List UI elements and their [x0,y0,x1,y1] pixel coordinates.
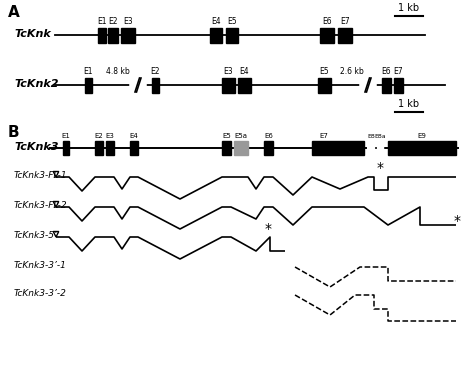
Text: 2.6 kb: 2.6 kb [340,67,364,76]
Text: 1 kb: 1 kb [399,99,419,109]
Text: TcKnk3-3’-1: TcKnk3-3’-1 [14,262,67,271]
Bar [130,141,138,155]
Text: E2: E2 [95,133,103,139]
Text: E6: E6 [322,16,332,25]
Text: *: * [454,214,461,228]
Text: E3: E3 [106,133,114,139]
Text: E4: E4 [211,16,221,25]
Text: E5: E5 [222,133,231,139]
Text: E5a: E5a [235,133,247,139]
Bar [210,28,222,43]
Bar [388,141,456,155]
Text: E8a: E8a [374,134,386,139]
Text: E7: E7 [340,16,350,25]
Text: TcKnk: TcKnk [14,29,51,39]
Text: E4: E4 [129,133,138,139]
Text: TcKnk3-FL-1: TcKnk3-FL-1 [14,172,68,181]
Bar [222,78,235,92]
Text: *: * [376,161,383,175]
Bar [368,141,374,155]
Text: E7: E7 [319,133,328,139]
Bar [238,78,251,92]
Text: E2: E2 [108,16,118,25]
Bar [318,78,331,92]
Text: E1: E1 [62,133,71,139]
Bar [106,141,114,155]
Bar [85,78,92,92]
Text: E5: E5 [227,16,237,25]
Bar [382,78,391,92]
Text: TcKnk3-3’-2: TcKnk3-3’-2 [14,289,67,298]
Text: B: B [8,125,19,140]
Text: 4.8 kb: 4.8 kb [106,67,130,76]
Text: A: A [8,5,20,20]
Text: E9: E9 [418,133,427,139]
Text: E2: E2 [151,67,160,76]
Bar [108,28,118,43]
Text: E7: E7 [394,67,403,76]
Text: E4: E4 [240,67,249,76]
Bar [121,28,135,43]
Text: TcKnk2: TcKnk2 [14,79,58,89]
Text: E6: E6 [264,133,273,139]
Bar [234,141,248,155]
Text: E3: E3 [123,16,133,25]
Text: *: * [264,222,272,236]
Text: E1: E1 [84,67,93,76]
Bar [98,28,106,43]
Text: E6: E6 [382,67,392,76]
Bar [264,141,273,155]
Bar [63,141,69,155]
Bar [226,28,238,43]
Text: E5: E5 [319,67,329,76]
Text: TcKnk3-FL-2: TcKnk3-FL-2 [14,202,68,211]
Text: E3: E3 [224,67,233,76]
Bar [394,78,403,92]
Text: TcKnk3-5’: TcKnk3-5’ [14,232,58,241]
Text: E1: E1 [97,16,107,25]
Text: TcKnk3: TcKnk3 [14,142,58,152]
Bar [377,141,383,155]
Text: E8: E8 [367,134,375,139]
Bar [222,141,231,155]
Bar [312,141,364,155]
Bar [338,28,352,43]
Text: 1 kb: 1 kb [399,3,419,13]
Bar [320,28,334,43]
Bar [152,78,159,92]
Bar [95,141,103,155]
